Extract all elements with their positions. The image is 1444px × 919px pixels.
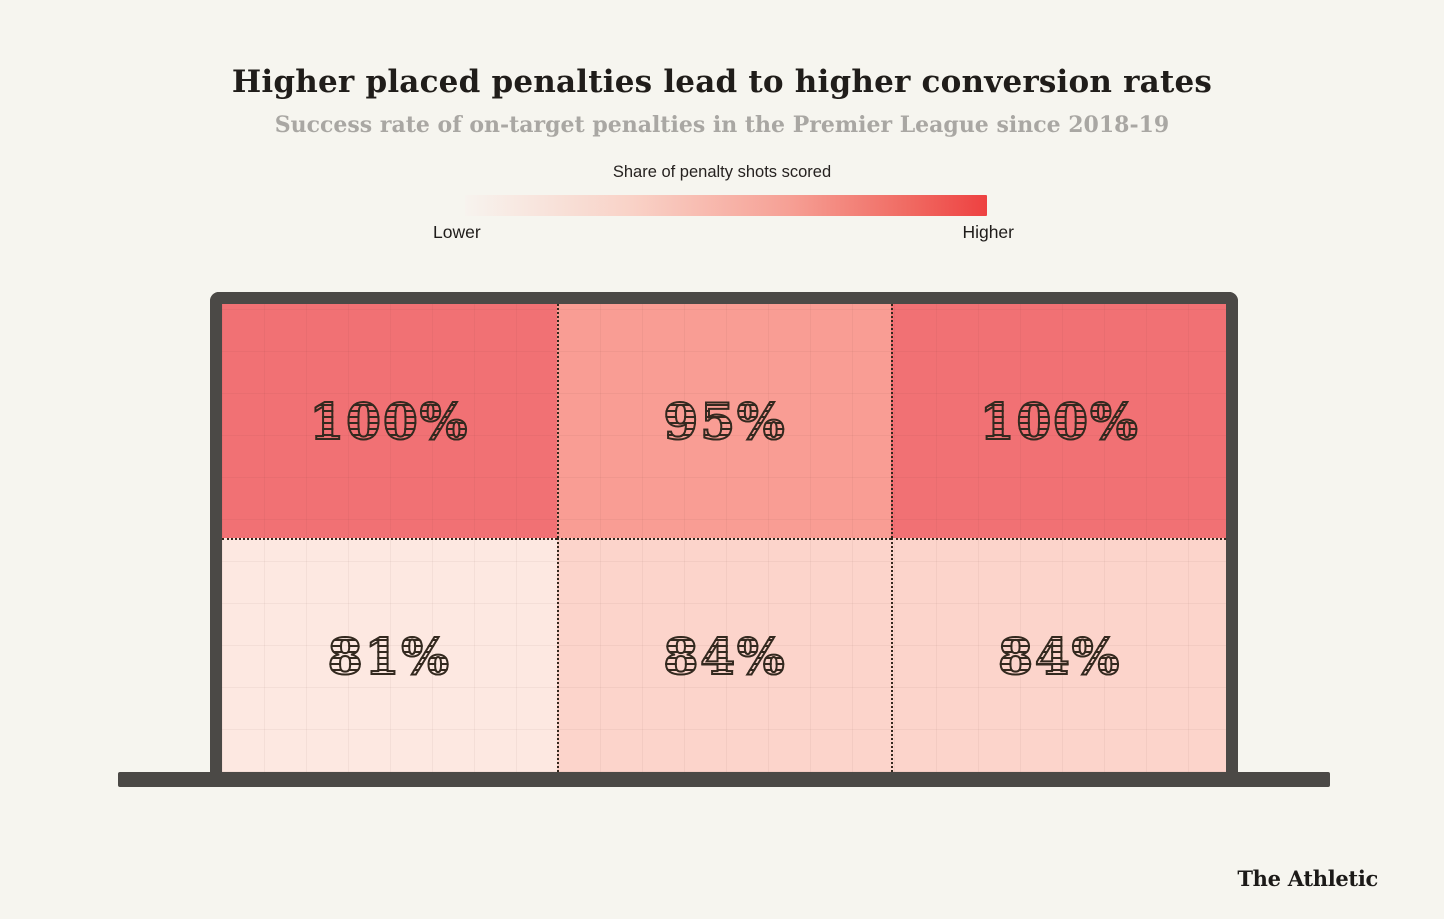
heatmap-cell-bottom-right: 84% [891,538,1226,772]
goal-frame: 100% 95% 100% 81% 84% 84% [210,292,1238,772]
heatmap-cell-top-right: 100% [891,304,1226,538]
heatmap-cell-top-middle: 95% [556,304,892,538]
legend-gradient-bar [465,195,987,216]
heatmap-cell-bottom-left: 81% [222,538,557,772]
legend-min-label: Lower [433,222,481,242]
chart-subtitle: Success rate of on-target penalties in t… [274,112,1170,138]
chart-title: Higher placed penalties lead to higher c… [231,64,1213,100]
cell-value-top-left: 100% [308,391,470,452]
goal-line [118,772,1330,787]
cell-value-bottom-left: 81% [327,626,451,687]
brand-logo: The Athletic [1237,866,1378,891]
heatmap-cell-top-left: 100% [222,304,557,538]
legend-labels: Lower Higher [433,222,1014,243]
cell-value-bottom-right: 84% [997,626,1122,687]
goal-heatmap-grid: 100% 95% 100% 81% 84% 84% [222,304,1226,772]
cell-value-top-right: 100% [979,391,1140,452]
cell-value-bottom-middle: 84% [662,626,787,687]
legend-title: Share of penalty shots scored [612,163,832,181]
legend-max-label: Higher [962,222,1014,242]
cell-value-top-middle: 95% [662,391,787,452]
heatmap-cell-bottom-middle: 84% [556,538,892,772]
